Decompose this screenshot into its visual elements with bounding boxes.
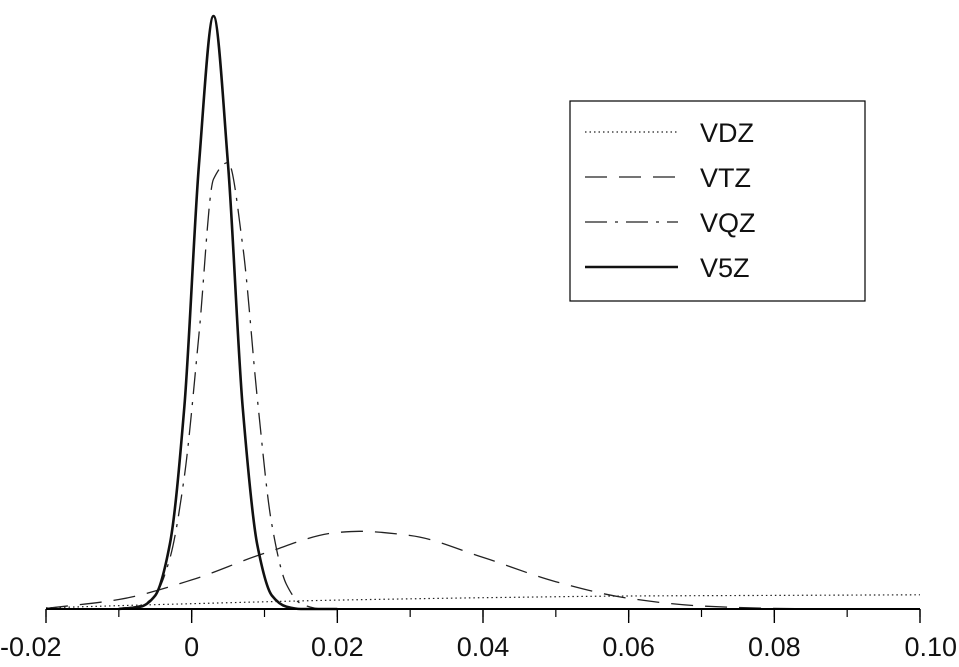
x-tick-label: 0.08 [748,632,801,662]
legend-label-v5z: V5Z [700,253,750,283]
x-tick-label: -0.02 [0,632,62,662]
x-tick-label: 0.04 [457,632,510,662]
series-line-vqz [118,161,411,610]
legend-label-vdz: VDZ [700,118,754,148]
legend: VDZ VTZ VQZ V5Z [569,100,866,302]
x-tick-label: 0.02 [311,632,364,662]
x-tick-label: 0.10 [904,632,957,662]
x-tick-label: 0 [184,632,199,662]
legend-label-vtz: VTZ [700,163,751,193]
x-tick-label: 0.06 [602,632,655,662]
series-line-v5z [118,14,338,611]
series-line-vtz [45,530,920,610]
x-axis-ticks: -0.02 0 0.02 0.04 0.06 0.08 0.10 [0,609,957,662]
series-line-vdz [45,594,921,609]
series-layer [45,14,921,611]
legend-label-vqz: VQZ [700,208,756,238]
